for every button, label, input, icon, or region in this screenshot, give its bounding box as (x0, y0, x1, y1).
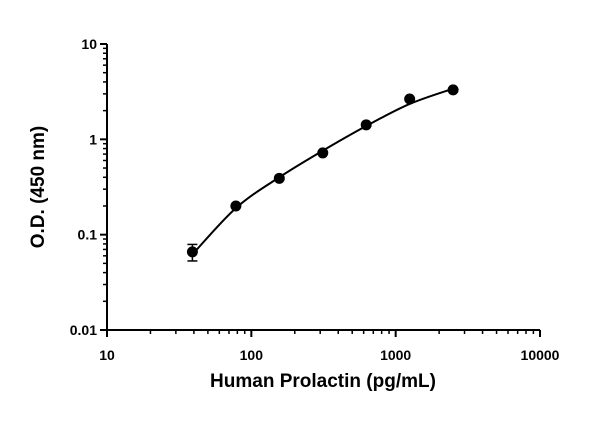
data-point (186, 246, 198, 258)
fit-curve (191, 87, 454, 256)
data-point (317, 147, 329, 159)
y-axis-title: O.D. (450 nm) (28, 126, 49, 248)
data-point (273, 172, 285, 184)
x-tick-label: 10000 (521, 347, 560, 363)
data-point (404, 93, 416, 105)
y-tick-label: 10 (81, 36, 97, 52)
x-tick-label: 100 (240, 347, 264, 363)
x-tick-label: 1000 (380, 347, 411, 363)
x-tick-label: 10 (99, 347, 115, 363)
data-point (360, 119, 372, 131)
x-axis-title: Human Prolactin (pg/mL) (210, 371, 436, 392)
data-point (230, 200, 242, 212)
data-point (447, 84, 459, 96)
y-tick-label: 1 (89, 131, 97, 147)
y-tick-label: 0.01 (70, 322, 97, 338)
y-tick-label: 0.1 (78, 227, 98, 243)
